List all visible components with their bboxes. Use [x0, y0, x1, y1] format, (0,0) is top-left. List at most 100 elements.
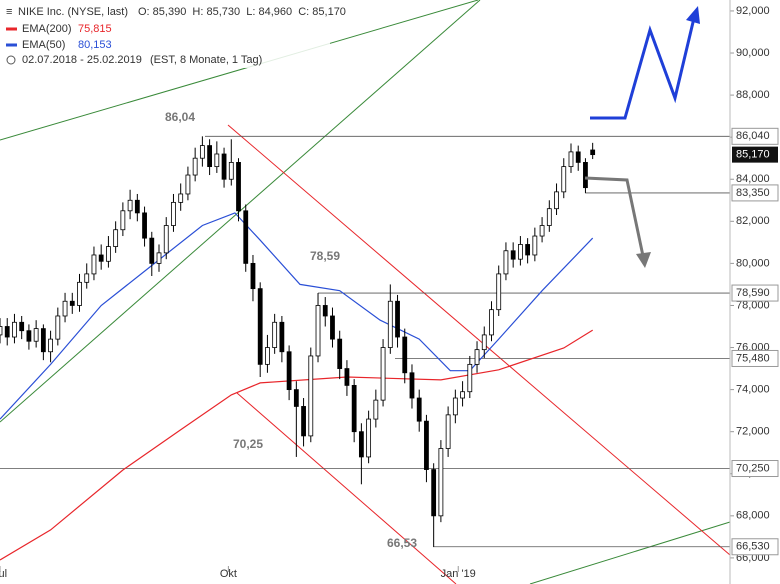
level-note: 70,25: [233, 437, 263, 451]
candle-body: [330, 315, 335, 340]
ema-line: [0, 329, 594, 561]
candle-body: [554, 191, 559, 210]
level-label: 83,350: [736, 187, 770, 199]
candle-body: [489, 309, 494, 336]
candle-body: [113, 229, 119, 247]
candle-body: [279, 321, 285, 353]
arrow-head: [686, 6, 700, 24]
quote: O: 85,390 H: 85,730 L: 84,960 C: 85,170: [138, 6, 346, 18]
y-tick-label: 74,000: [736, 384, 770, 396]
candle-body: [127, 199, 133, 212]
candle-body: [171, 201, 176, 226]
candle-body: [55, 315, 61, 340]
candle-body: [12, 321, 17, 338]
candle-body: [358, 431, 364, 458]
candle-body: [517, 244, 523, 260]
candle-body: [163, 225, 169, 254]
candle-body: [134, 199, 140, 214]
level-box: [731, 284, 779, 302]
candle-body: [503, 250, 509, 275]
info: (EST, 8 Monate, 1 Tag): [150, 54, 262, 66]
candle-body: [4, 326, 10, 338]
candle-body: [496, 273, 502, 311]
candle-body: [301, 406, 306, 437]
trend-line: [529, 521, 731, 584]
candle-body: [474, 349, 480, 365]
candle-body: [308, 355, 314, 437]
candle-body: [257, 288, 263, 365]
candle-body: [286, 351, 292, 391]
candle-body: [228, 162, 234, 180]
candle-body: [120, 210, 126, 231]
candle-body: [344, 368, 350, 386]
candle-body: [77, 281, 82, 306]
level-box: [731, 538, 779, 556]
candle-body: [322, 305, 328, 317]
candle-body: [149, 237, 155, 264]
candle-body: [33, 328, 39, 342]
candle-body: [26, 330, 32, 342]
x-tick-label: Jan '19: [441, 568, 476, 580]
x-tick-label: Okt: [220, 568, 237, 580]
y-tick-label: 68,000: [736, 510, 770, 522]
level-note: 86,04: [165, 110, 195, 124]
candle-body: [561, 166, 567, 193]
candle-body: [568, 151, 574, 168]
candle-body: [525, 244, 531, 256]
level-label: 78,590: [736, 287, 770, 299]
level-note: 66,53: [387, 536, 417, 550]
candle-body: [373, 399, 379, 420]
candle-body: [481, 334, 487, 351]
candle-body: [351, 385, 357, 433]
trend-line: [0, 0, 479, 141]
candle-body: [409, 372, 415, 399]
candle-body: [452, 397, 458, 416]
channel-line: [227, 124, 731, 556]
candle-body: [293, 389, 299, 407]
candle-body: [583, 162, 588, 189]
level-note: 78,59: [310, 249, 340, 263]
candle-body: [431, 469, 437, 517]
candle-body: [467, 363, 473, 393]
candle-body: [62, 300, 68, 317]
candle-body: [236, 162, 241, 212]
level-box: [731, 184, 779, 202]
date-range: 02.07.2018 - 25.02.2019: [22, 54, 142, 66]
candle-body: [91, 254, 97, 275]
candle-body: [106, 246, 111, 262]
candles: [0, 136, 596, 547]
candle-body: [40, 328, 46, 353]
candle-body: [0, 326, 3, 336]
candle-body: [185, 174, 191, 195]
candle-body: [199, 145, 205, 159]
level-label: 86,040: [736, 130, 770, 142]
y-tick-label: 80,000: [736, 257, 770, 269]
last-label: 85,170: [736, 149, 770, 161]
y-tick-label: 88,000: [736, 89, 770, 101]
candle-body: [510, 250, 516, 260]
candle-body: [380, 347, 386, 401]
arrow-head: [636, 252, 651, 268]
y-tick-label: 82,000: [736, 215, 770, 227]
candle-body: [48, 338, 53, 353]
level-label: 66,530: [736, 541, 770, 553]
candle-body: [366, 418, 372, 458]
candle-body: [250, 262, 256, 290]
legend-label: EMA(50): [22, 39, 65, 51]
candle-body: [265, 347, 270, 365]
candle-body: [192, 157, 198, 176]
levels: 86,04 78,59 70,25 66,53: [0, 110, 730, 550]
level-box: [731, 349, 779, 367]
y-tick-label: 72,000: [736, 426, 770, 438]
y-tick-label: 92,000: [736, 5, 770, 17]
candle-body: [221, 153, 227, 180]
candle-body: [315, 305, 321, 357]
level-box: [731, 460, 779, 478]
candle-body: [243, 210, 249, 264]
x-tick-label: Jul: [0, 568, 7, 580]
candle-body: [395, 300, 400, 338]
candle-body: [19, 321, 25, 332]
candle-body: [387, 300, 393, 348]
candle-body: [590, 149, 596, 156]
